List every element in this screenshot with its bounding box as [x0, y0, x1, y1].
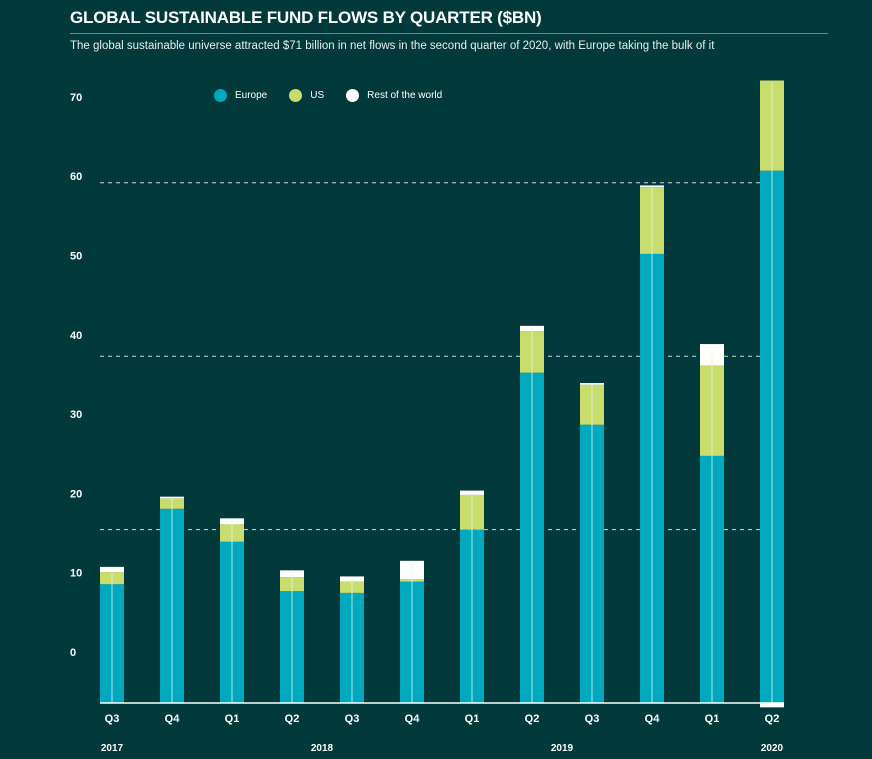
- title-divider: [70, 33, 828, 34]
- x-tick-label: Q1: [225, 713, 240, 725]
- legend-label: Europe: [235, 90, 268, 101]
- year-label: 2017: [101, 743, 124, 754]
- europe-swatch-icon: [214, 89, 227, 102]
- y-tick-label: 70: [70, 92, 82, 104]
- y-tick-label: 40: [70, 330, 82, 342]
- chart-subtitle: The global sustainable universe attracte…: [70, 40, 715, 52]
- x-tick-label: Q4: [165, 713, 181, 725]
- chart-title: GLOBAL SUSTAINABLE FUND FLOWS BY QUARTER…: [70, 8, 542, 27]
- x-tick-label: Q2: [765, 713, 780, 725]
- x-tick-label: Q3: [345, 713, 360, 725]
- us-swatch-icon: [289, 89, 303, 102]
- legend: Europe US Rest of the world: [214, 89, 464, 102]
- x-tick-label: Q1: [465, 713, 480, 725]
- y-tick-label: 10: [70, 568, 82, 580]
- y-tick-label: 50: [70, 251, 82, 263]
- bar-segment-rest-of-the-world: [760, 703, 784, 708]
- rest-of-world-swatch-icon: [346, 89, 360, 102]
- year-label: 2018: [311, 743, 334, 754]
- year-label: 2020: [761, 743, 784, 754]
- legend-label: Rest of the world: [367, 90, 443, 101]
- bar-segment-rest-of-the-world: [580, 383, 604, 385]
- x-tick-label: Q2: [525, 713, 540, 725]
- y-tick-label: 30: [70, 409, 82, 421]
- legend-item-europe: Europe: [214, 89, 267, 102]
- y-tick-label: 60: [70, 171, 82, 183]
- x-tick-label: Q2: [285, 713, 300, 725]
- x-tick-label: Q3: [105, 713, 120, 725]
- bar-segment-rest-of-the-world: [640, 185, 664, 188]
- x-tick-label: Q4: [405, 713, 421, 725]
- legend-label: US: [310, 90, 325, 101]
- legend-item-us: US: [289, 89, 324, 102]
- y-tick-label: 0: [70, 647, 76, 659]
- bar-segment-rest-of-the-world: [160, 496, 184, 499]
- x-tick-label: Q3: [585, 713, 600, 725]
- y-tick-label: 20: [70, 488, 82, 500]
- legend-item-rest-of-world: Rest of the world: [346, 89, 442, 102]
- year-label: 2019: [551, 743, 574, 754]
- x-tick-label: Q4: [645, 713, 661, 725]
- x-tick-label: Q1: [705, 713, 720, 725]
